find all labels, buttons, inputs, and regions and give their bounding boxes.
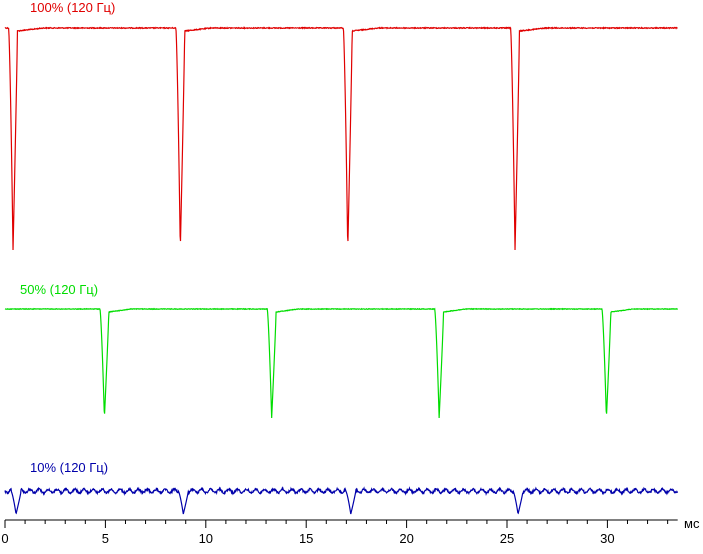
series-label-1: 100% (120 Гц) — [30, 0, 115, 15]
x-axis-unit-label: мс — [684, 516, 700, 531]
x-tick-label: 20 — [399, 531, 413, 546]
x-tick-label: 25 — [500, 531, 514, 546]
series-labels: 100% (120 Гц) 50% (120 Гц) 10% (120 Гц) — [20, 0, 115, 475]
x-tick-label: 30 — [600, 531, 614, 546]
x-tick-label: 5 — [102, 531, 109, 546]
series-line-3 — [4, 486, 679, 515]
x-ticks: 0 5 10 15 20 25 30 — [1, 520, 669, 546]
x-axis: 0 5 10 15 20 25 30 мс — [1, 516, 700, 546]
series-line-2 — [4, 307, 678, 419]
series-label-3: 10% (120 Гц) — [30, 460, 108, 475]
x-tick-label: 0 — [1, 531, 8, 546]
x-tick-label: 15 — [299, 531, 313, 546]
series-line-1 — [4, 26, 678, 251]
series-layer — [4, 26, 679, 515]
series-label-2: 50% (120 Гц) — [20, 282, 98, 297]
x-tick-label: 10 — [199, 531, 213, 546]
